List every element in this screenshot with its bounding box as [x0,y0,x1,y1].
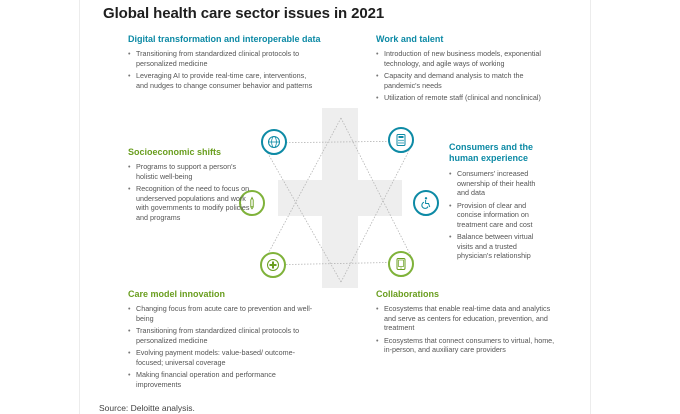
bullet-item: Utilization of remote staff (clinical an… [376,93,549,103]
triangle-down-left-edge [261,142,342,283]
bullet-list: Changing focus from acute care to preven… [128,304,328,389]
bullet-item: Leveraging AI to provide real-time care,… [128,71,316,90]
bullet-item: Programs to support a person's holistic … [128,162,258,181]
tablet-device-icon [388,251,414,277]
section-digital-transformation: Digital transformation and interoperable… [128,34,328,93]
medical-cross-icon [260,252,286,278]
section-heading: Socioeconomic shifts [128,147,222,157]
bullet-list: Transitioning from standardized clinical… [128,49,328,90]
bullet-list: Introduction of new business models, exp… [376,49,551,103]
page-title: Global health care sector issues in 2021 [103,5,385,22]
triangle-down-right-edge [340,140,415,283]
section-socioeconomic-shifts: Socioeconomic shifts Programs to support… [128,147,268,225]
calculator-icon [388,127,414,153]
page-edge-left [79,0,80,414]
bullet-item: Consumers' increased ownership of their … [449,169,549,198]
section-consumers-human-experience: Consumers and the human experience Consu… [449,142,554,264]
bullet-item: Ecosystems that enable real-time data an… [376,304,562,333]
bullet-item: Changing focus from acute care to preven… [128,304,314,323]
section-heading: Consumers and the human experience [449,142,554,164]
source-note: Source: Deloitte analysis. [99,403,195,413]
bullet-item: Evolving payment models: value-based/ ou… [128,348,314,367]
wheelchair-icon [413,190,439,216]
cross-horizontal-bar [278,180,402,216]
bullet-item: Making financial operation and performan… [128,370,314,389]
bullet-item: Capacity and demand analysis to match th… [376,71,549,90]
section-heading: Collaborations [376,289,440,299]
bullet-item: Provision of clear and concise informati… [449,201,549,230]
bullet-list: Consumers' increased ownership of their … [449,169,554,261]
section-work-and-talent: Work and talent Introduction of new busi… [376,34,551,106]
bullet-item: Transitioning from standardized clinical… [128,49,316,68]
section-heading-line: human experience [449,153,529,163]
bullet-item: Ecosystems that connect consumers to vir… [376,336,562,355]
bullet-item: Transitioning from standardized clinical… [128,326,314,345]
bullet-item: Balance between virtual visits and a tru… [449,232,549,261]
bullet-item: Introduction of new business models, exp… [376,49,549,68]
section-collaborations: Collaborations Ecosystems that enable re… [376,289,561,358]
section-heading: Digital transformation and interoperable… [128,34,321,44]
bullet-list: Ecosystems that enable real-time data an… [376,304,561,355]
section-heading-line: Consumers and the [449,142,534,152]
bullet-list: Programs to support a person's holistic … [128,162,268,222]
section-care-model-innovation: Care model innovation Changing focus fro… [128,289,328,392]
section-heading: Work and talent [376,34,444,44]
bullet-item: Recognition of the need to focus on unde… [128,184,258,222]
globe-icon [261,129,287,155]
triangle-up-left-edge [261,117,342,266]
section-heading: Care model innovation [128,289,226,299]
page-edge-right [590,0,591,414]
